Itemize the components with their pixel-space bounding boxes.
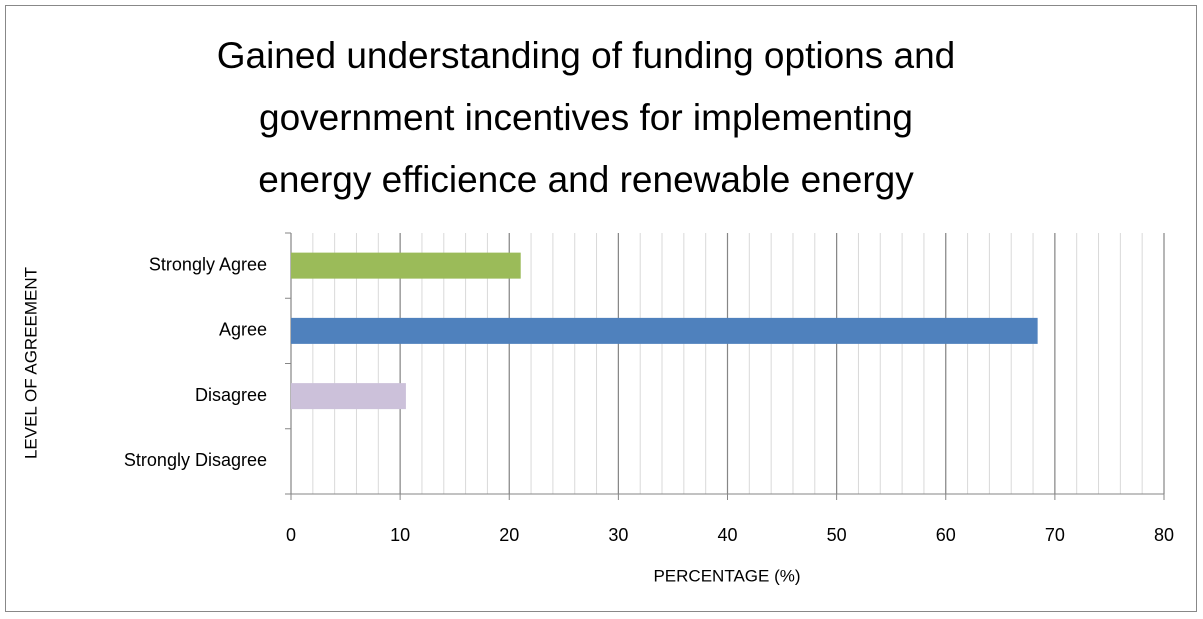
- chart-border: [5, 5, 1197, 612]
- x-axis-label: PERCENTAGE (%): [653, 566, 800, 585]
- x-tick-label: 30: [608, 525, 628, 545]
- x-tick-label: 50: [827, 525, 847, 545]
- x-tick-label: 80: [1154, 525, 1174, 545]
- x-tick-label: 70: [1045, 525, 1065, 545]
- y-tick-label: Strongly Disagree: [124, 450, 267, 470]
- y-tick-label: Strongly Agree: [149, 254, 267, 274]
- bar: [291, 383, 406, 410]
- x-tick-label: 10: [390, 525, 410, 545]
- chart-title: government incentives for implementing: [259, 97, 913, 138]
- y-axis-label: LEVEL OF AGREEMENT: [21, 267, 40, 459]
- x-tick-label: 20: [499, 525, 519, 545]
- bar: [291, 252, 521, 279]
- chart-title: Gained understanding of funding options …: [217, 35, 956, 76]
- bar: [291, 317, 1038, 344]
- x-tick-label: 40: [717, 525, 737, 545]
- y-tick-label: Agree: [219, 320, 267, 340]
- x-tick-label: 60: [936, 525, 956, 545]
- x-tick-label: 0: [286, 525, 296, 545]
- y-tick-label: Disagree: [195, 385, 267, 405]
- chart-title: energy efficience and renewable energy: [258, 159, 914, 200]
